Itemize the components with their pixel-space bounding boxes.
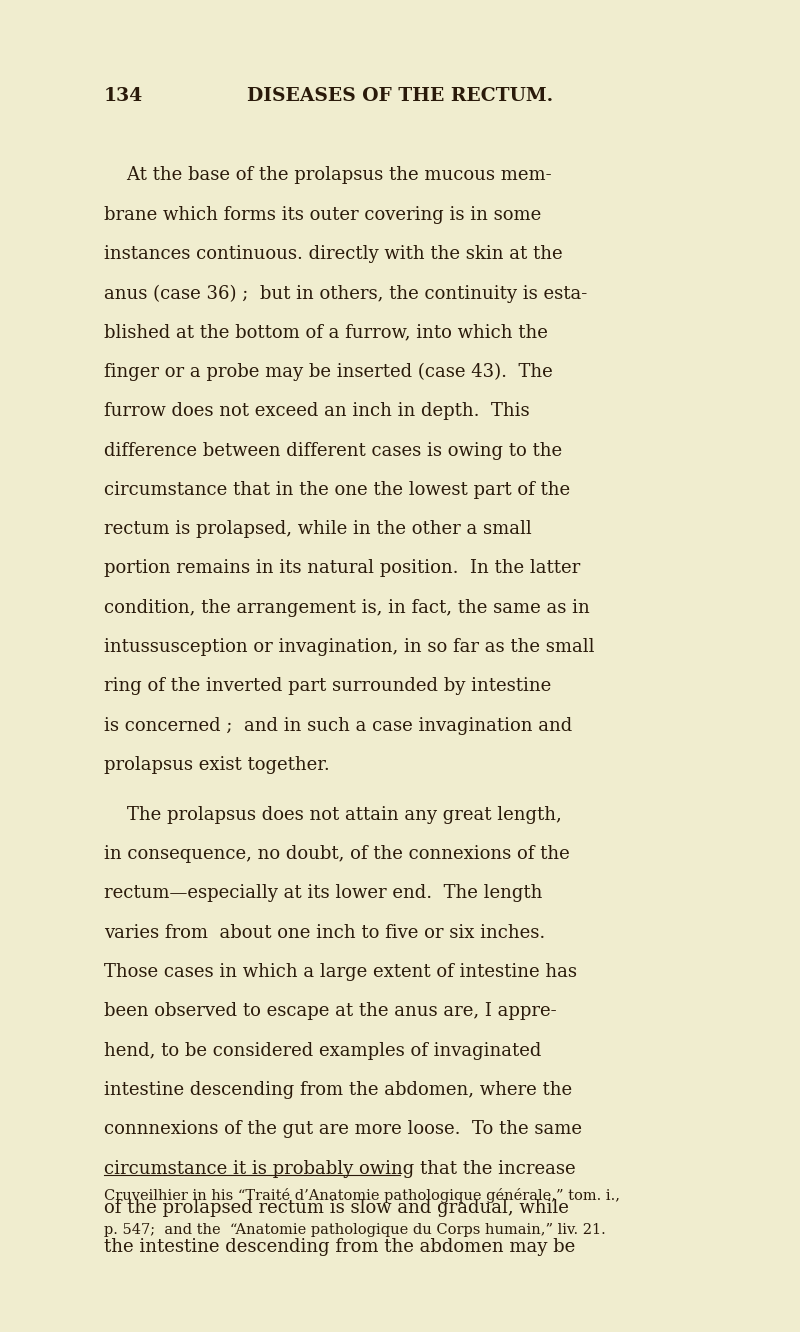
Text: hend, to be considered examples of invaginated: hend, to be considered examples of invag… [104, 1042, 542, 1060]
Text: in consequence, no doubt, of the connexions of the: in consequence, no doubt, of the connexi… [104, 844, 570, 863]
Text: intestine descending from the abdomen, where the: intestine descending from the abdomen, w… [104, 1080, 572, 1099]
Text: Those cases in which a large extent of intestine has: Those cases in which a large extent of i… [104, 963, 577, 982]
Text: varies from  about one inch to five or six inches.: varies from about one inch to five or si… [104, 923, 546, 942]
Text: difference between different cases is owing to the: difference between different cases is ow… [104, 441, 562, 460]
Text: The prolapsus does not attain any great length,: The prolapsus does not attain any great … [104, 806, 562, 825]
Text: anus (case 36) ;  but in others, the continuity is esta-: anus (case 36) ; but in others, the cont… [104, 284, 587, 302]
Text: 134: 134 [104, 87, 143, 105]
Text: furrow does not exceed an inch in depth.  This: furrow does not exceed an inch in depth.… [104, 402, 530, 421]
Text: p. 547;  and the  “Anatomie pathologique du Corps humain,” liv. 21.: p. 547; and the “Anatomie pathologique d… [104, 1223, 606, 1237]
Text: prolapsus exist together.: prolapsus exist together. [104, 755, 330, 774]
Text: ring of the inverted part surrounded by intestine: ring of the inverted part surrounded by … [104, 677, 551, 695]
Text: instances continuous. directly with the skin at the: instances continuous. directly with the … [104, 245, 562, 264]
Text: of the prolapsed rectum is slow and gradual, while: of the prolapsed rectum is slow and grad… [104, 1199, 569, 1217]
Text: rectum is prolapsed, while in the other a small: rectum is prolapsed, while in the other … [104, 519, 532, 538]
Text: At the base of the prolapsus the mucous mem-: At the base of the prolapsus the mucous … [104, 166, 552, 185]
Text: intussusception or invagination, in so far as the small: intussusception or invagination, in so f… [104, 638, 594, 657]
Text: is concerned ;  and in such a case invagination and: is concerned ; and in such a case invagi… [104, 717, 572, 735]
Text: circumstance that in the one the lowest part of the: circumstance that in the one the lowest … [104, 481, 570, 500]
Text: condition, the arrangement is, in fact, the same as in: condition, the arrangement is, in fact, … [104, 598, 590, 617]
Text: DISEASES OF THE RECTUM.: DISEASES OF THE RECTUM. [247, 87, 553, 105]
Text: finger or a probe may be inserted (case 43).  The: finger or a probe may be inserted (case … [104, 362, 553, 381]
Text: rectum—especially at its lower end.  The length: rectum—especially at its lower end. The … [104, 884, 542, 903]
Text: been observed to escape at the anus are, I appre-: been observed to escape at the anus are,… [104, 1002, 557, 1020]
Text: blished at the bottom of a furrow, into which the: blished at the bottom of a furrow, into … [104, 324, 548, 342]
Text: connnexions of the gut are more loose.  To the same: connnexions of the gut are more loose. T… [104, 1120, 582, 1139]
Text: circumstance it is probably owing that the increase: circumstance it is probably owing that t… [104, 1159, 576, 1177]
Text: portion remains in its natural position.  In the latter: portion remains in its natural position.… [104, 559, 580, 578]
Text: the intestine descending from the abdomen may be: the intestine descending from the abdome… [104, 1237, 575, 1256]
Text: brane which forms its outer covering is in some: brane which forms its outer covering is … [104, 205, 542, 224]
Text: Cruveilhier in his “Traité d’Anatomie pathologique générale,” tom. i.,: Cruveilhier in his “Traité d’Anatomie pa… [104, 1188, 620, 1203]
